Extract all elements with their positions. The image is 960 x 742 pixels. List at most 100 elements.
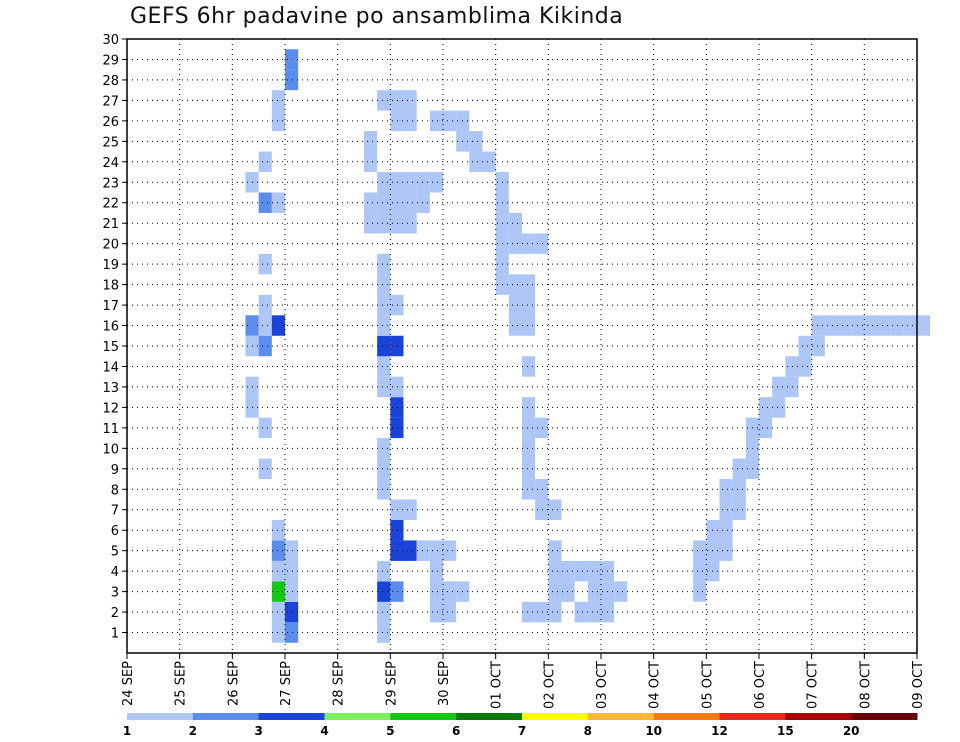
y-tick-label: 22 — [102, 197, 119, 212]
y-tick-label: 19 — [102, 258, 119, 273]
heatmap-cell — [811, 315, 825, 336]
heatmap-cell — [719, 540, 733, 561]
y-tick-label: 12 — [102, 401, 119, 416]
heatmap-cell — [614, 581, 628, 602]
heatmap-cell — [377, 458, 391, 480]
heatmap-cell — [443, 540, 457, 561]
heatmap-cell — [271, 192, 285, 213]
heatmap-cell — [522, 274, 536, 295]
heatmap-cell — [429, 110, 443, 132]
heatmap-cell — [403, 212, 417, 234]
heatmap-cell — [574, 601, 588, 623]
heatmap-cell — [877, 315, 891, 336]
heatmap-cell — [377, 560, 391, 582]
heatmap-cell — [587, 560, 601, 582]
y-tick-label: 23 — [102, 176, 119, 191]
heatmap-cell — [258, 294, 272, 316]
x-tick-label: 08 OCT — [858, 661, 873, 709]
x-tick-label: 09 OCT — [911, 661, 926, 709]
heatmap-cell — [390, 581, 404, 602]
heatmap-cell — [522, 315, 536, 336]
y-tick-label: 14 — [102, 360, 119, 375]
heatmap-cell — [377, 622, 391, 643]
heatmap-cell — [258, 417, 272, 439]
y-tick-label: 24 — [102, 156, 119, 171]
heatmap-cell — [522, 601, 536, 623]
heatmap-cell — [258, 458, 272, 480]
heatmap-cell — [838, 315, 852, 336]
heatmap-cell — [271, 110, 285, 132]
legend-label: 3 — [254, 724, 262, 738]
y-tick-label: 7 — [111, 504, 119, 519]
heatmap-cell — [377, 212, 391, 234]
heatmap-cell — [719, 479, 733, 500]
heatmap-cell — [522, 294, 536, 316]
y-tick-label: 16 — [102, 320, 119, 335]
legend-swatch — [653, 713, 720, 720]
heatmap-cell — [732, 499, 746, 520]
heatmap-cell — [917, 315, 931, 336]
legend-label: 20 — [843, 724, 860, 738]
x-tick-label: 02 OCT — [542, 661, 557, 709]
x-tick-label: 07 OCT — [806, 661, 821, 709]
heatmap-cell — [548, 499, 562, 520]
legend-label: 6 — [452, 724, 460, 738]
y-tick-label: 4 — [111, 565, 119, 580]
heatmap-cell — [390, 192, 404, 213]
heatmap-cell — [561, 581, 575, 602]
heatmap-cell — [390, 397, 404, 418]
heatmap-cell — [732, 479, 746, 500]
heatmap-cell — [285, 69, 299, 91]
legend-swatch — [785, 713, 852, 720]
heatmap-cell — [759, 397, 773, 418]
legend-swatch — [587, 713, 655, 720]
heatmap-cell — [390, 212, 404, 234]
legend-label: 8 — [584, 724, 592, 738]
heatmap-cell — [258, 315, 272, 336]
x-tick-label: 28 SEP — [332, 661, 347, 706]
heatmap-cell — [377, 376, 391, 398]
heatmap-cell — [271, 601, 285, 623]
heatmap-cell — [903, 315, 917, 336]
heatmap-cell — [508, 212, 522, 234]
legend-swatch — [127, 713, 194, 720]
heatmap-cell — [403, 540, 417, 561]
heatmap-cell — [258, 192, 272, 213]
heatmap-cell — [390, 376, 404, 398]
legend-label: 7 — [518, 724, 526, 738]
legend-label: 1 — [123, 724, 131, 738]
heatmap-cell — [271, 315, 285, 336]
heatmap-cell — [377, 601, 391, 623]
y-tick-label: 17 — [102, 299, 119, 314]
heatmap-cell — [429, 601, 443, 623]
heatmap-cell — [798, 335, 812, 357]
heatmap-cell — [429, 172, 443, 193]
heatmap-cell — [508, 274, 522, 295]
heatmap-cell — [377, 581, 391, 602]
heatmap-cell — [522, 356, 536, 377]
heatmap-cell — [561, 560, 575, 582]
heatmap-cell — [548, 560, 562, 582]
legend-swatch — [719, 713, 786, 720]
heatmap-cell — [377, 315, 391, 336]
heatmap-cell — [285, 49, 299, 70]
y-tick-label: 29 — [102, 53, 119, 68]
y-tick-label: 25 — [102, 135, 119, 150]
heatmap-cell — [377, 90, 391, 111]
heatmap-cell — [522, 397, 536, 418]
heatmap-cell — [785, 376, 799, 398]
heatmap-cell — [443, 110, 457, 132]
heatmap-cell — [390, 172, 404, 193]
heatmap-cell — [377, 253, 391, 275]
heatmap-cell — [271, 540, 285, 561]
heatmap-cell — [429, 581, 443, 602]
heatmap-cell — [864, 315, 878, 336]
heatmap-cell — [508, 315, 522, 336]
heatmap-cell — [271, 581, 285, 602]
y-tick-label: 8 — [111, 483, 119, 498]
x-tick-label: 26 SEP — [226, 661, 241, 706]
y-tick-label: 18 — [102, 279, 119, 294]
heatmap-cell — [403, 110, 417, 132]
heatmap-cell — [469, 151, 483, 173]
y-tick-label: 21 — [102, 217, 119, 232]
